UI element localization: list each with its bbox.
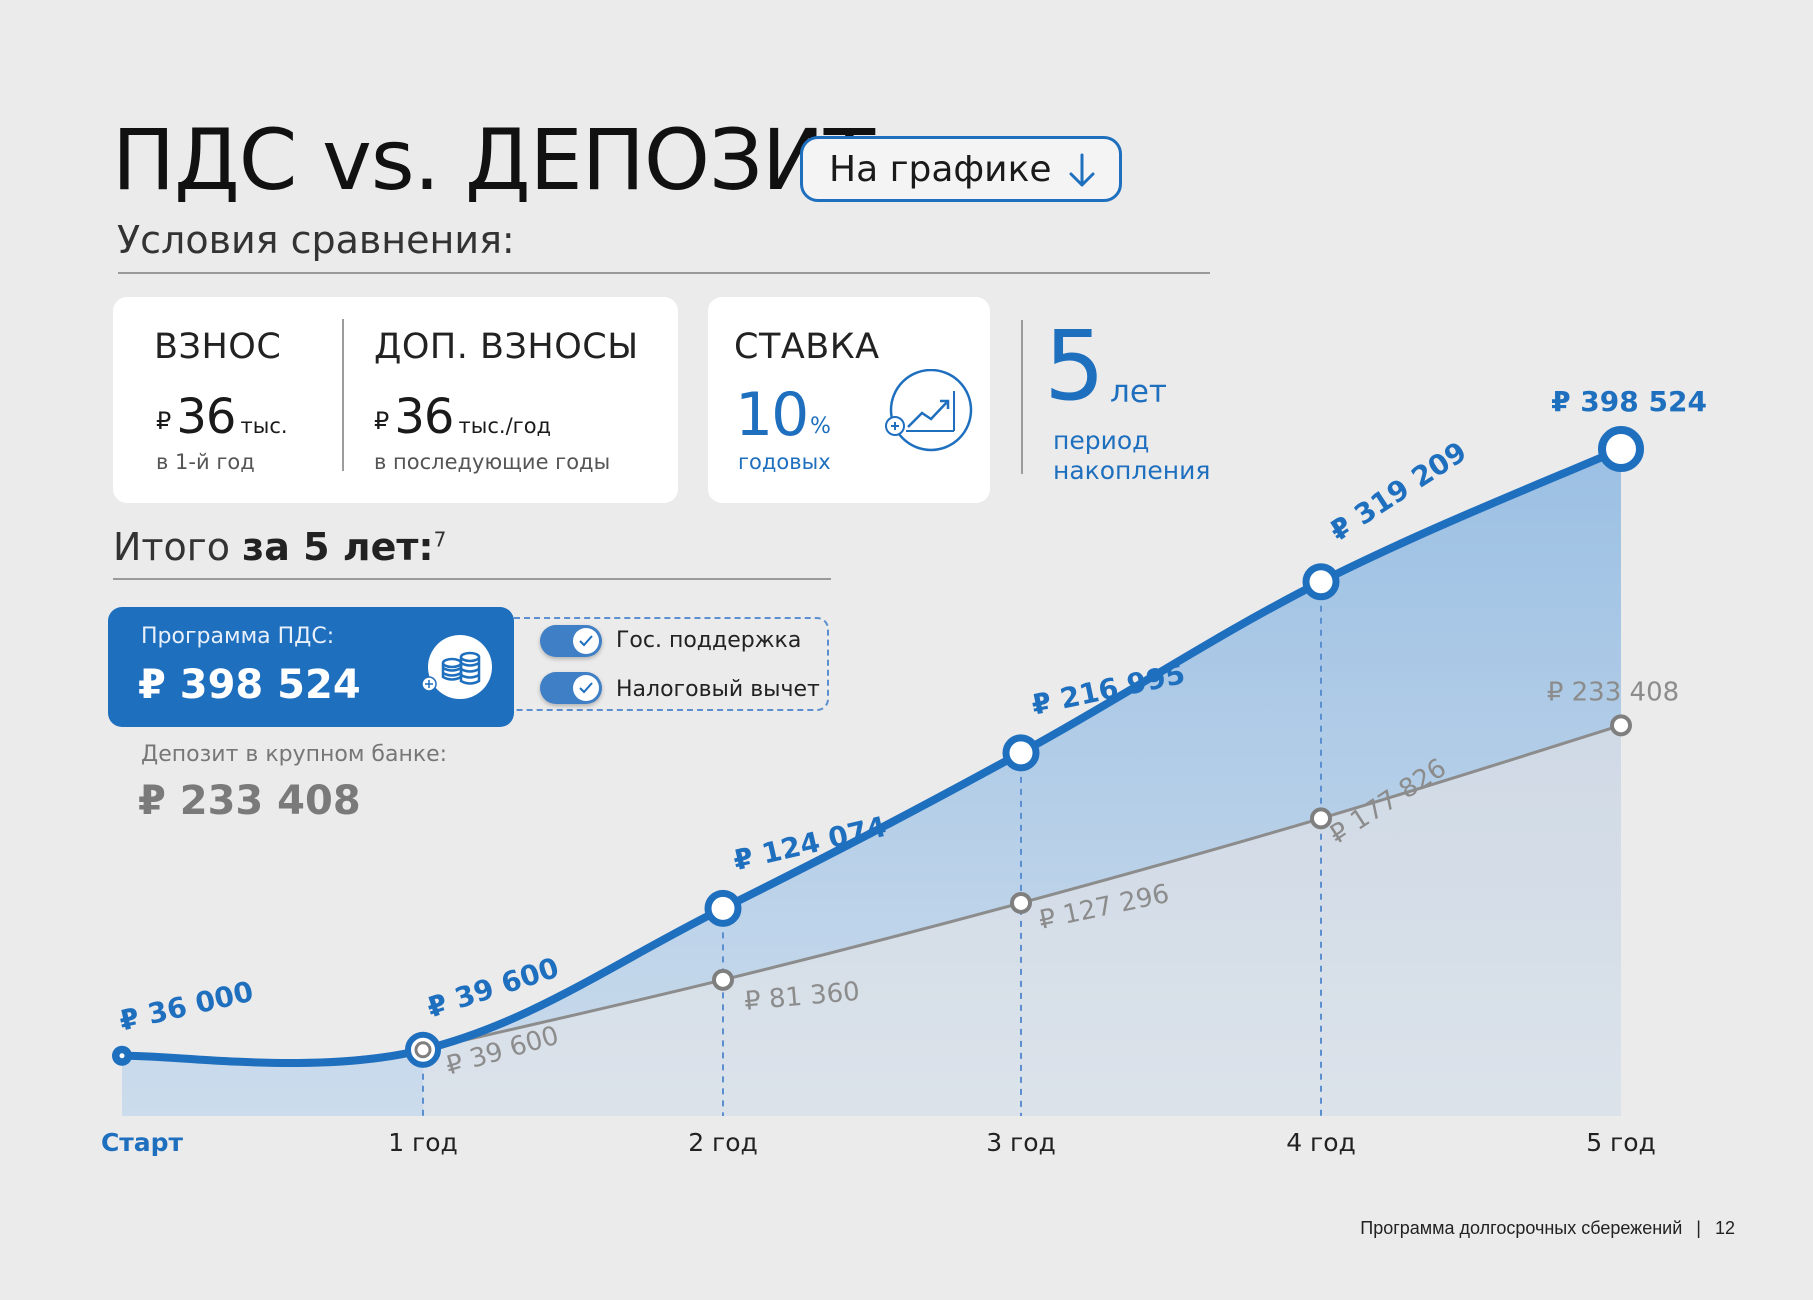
totals-title: Итого за 5 лет:7 — [113, 525, 447, 569]
deposit-label: Депозит в крупном банке: — [141, 742, 448, 767]
pds-point — [1598, 426, 1644, 472]
additional-note: в последующие годы — [374, 450, 611, 474]
tax-deduction-label: Налоговый вычет — [616, 677, 820, 702]
period-note: период накопления — [1053, 426, 1211, 485]
pds-line — [118, 445, 1625, 1068]
deposit-point — [1610, 714, 1632, 737]
x-tick-label: Старт — [101, 1128, 184, 1157]
x-tick-label: 3 год — [986, 1128, 1056, 1157]
growth-chart-icon — [885, 369, 973, 452]
check-icon — [579, 635, 593, 647]
pds-point — [1002, 734, 1040, 772]
rate-label: СТАВКА — [734, 327, 880, 367]
totals-divider — [113, 578, 831, 580]
period-divider — [1021, 320, 1023, 474]
pds-value-label: ₽ 36 000 — [116, 975, 256, 1038]
additional-amount: ₽ 36 тыс./год — [374, 389, 552, 445]
deposit-point — [1010, 891, 1032, 914]
rate-unit: % — [810, 414, 831, 439]
options-box — [514, 617, 829, 711]
arrow-down-icon — [1069, 153, 1095, 187]
coins-icon — [422, 635, 492, 699]
page-title: ПДС vs. ДЕПОЗИТ — [112, 111, 875, 209]
page-number: 12 — [1714, 1218, 1735, 1238]
rate-value: 10 — [735, 380, 809, 450]
deposit-value: ₽ 233 408 — [138, 778, 361, 824]
pds-value-label: ₽ 398 524 — [1551, 385, 1707, 418]
conditions-divider — [118, 272, 1210, 274]
pds-point — [1302, 563, 1340, 601]
rate-note: годовых — [738, 450, 831, 474]
state-support-label: Гос. поддержка — [616, 628, 802, 653]
rate-card: СТАВКА — [708, 297, 990, 503]
contribution-note: в 1-й год — [156, 450, 255, 474]
x-tick-label: 4 год — [1286, 1128, 1356, 1157]
card-divider — [342, 319, 344, 471]
contribution-label: ВЗНОС — [154, 327, 282, 367]
graph-button-label: На графике — [829, 148, 1052, 190]
footer-text: Программа долгосрочных сбережений — [1360, 1218, 1683, 1238]
graph-button[interactable]: На графике — [800, 136, 1122, 202]
contribution-amount: ₽ 36 тыс. — [156, 389, 288, 445]
footer: Программа долгосрочных сбережений | 12 — [1360, 1218, 1735, 1238]
pds-point — [704, 889, 742, 927]
deposit-point-inner — [414, 1041, 432, 1059]
pds-point-center — [119, 1053, 125, 1059]
deposit-point — [712, 968, 734, 991]
tax-deduction-toggle[interactable] — [540, 672, 602, 704]
deposit-value-label: ₽ 233 408 — [1547, 677, 1679, 707]
conditions-title: Условия сравнения: — [117, 218, 515, 262]
deposit-point — [1310, 807, 1332, 830]
x-tick-label: 5 год — [1586, 1128, 1656, 1157]
period-value: 5 — [1044, 310, 1106, 422]
x-tick-label: 1 год — [388, 1128, 458, 1157]
period-unit: лет — [1110, 374, 1167, 410]
check-icon — [579, 682, 593, 694]
additional-label: ДОП. ВЗНОСЫ — [374, 327, 639, 367]
pds-label: Программа ПДС: — [141, 624, 335, 649]
pds-value: ₽ 398 524 — [138, 662, 361, 708]
x-tick-label: 2 год — [688, 1128, 758, 1157]
state-support-toggle[interactable] — [540, 625, 602, 657]
contribution-card: ВЗНОС ₽ 36 тыс. в 1-й год ДОП. ВЗНОСЫ ₽ … — [113, 297, 678, 503]
